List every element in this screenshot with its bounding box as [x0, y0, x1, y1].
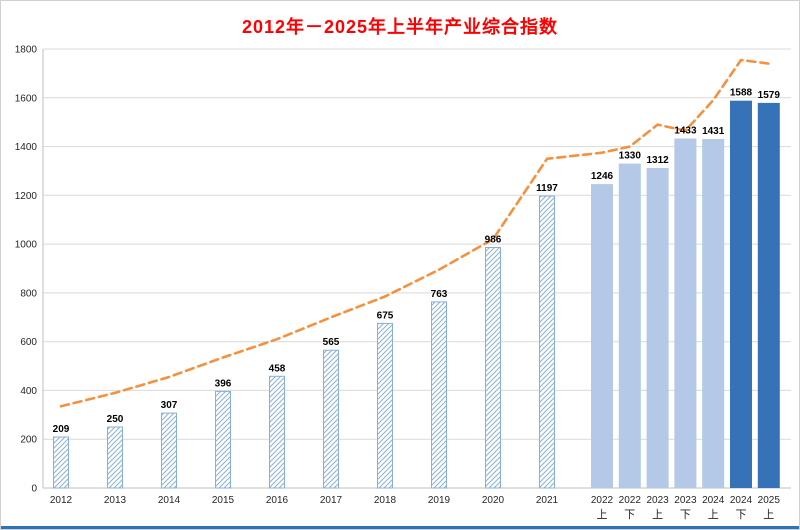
bar-value-label: 675 — [377, 310, 394, 321]
bar-value-label: 565 — [323, 337, 340, 348]
bar-value-label: 1433 — [674, 126, 697, 137]
bar-value-label: 307 — [161, 400, 178, 411]
bar-2018 — [377, 322, 393, 489]
x-axis-tick-label: 2020 — [482, 495, 505, 506]
bar-2024上 — [702, 139, 725, 488]
bar-2024下 — [730, 100, 752, 488]
x-axis-tick-label: 2015 — [212, 495, 235, 506]
y-axis-tick-label: 1400 — [15, 142, 38, 153]
x-axis-tick-label: 2017 — [320, 495, 343, 506]
y-axis-tick-label: 400 — [20, 386, 37, 397]
bar-value-label: 1312 — [646, 155, 669, 166]
bar-2013 — [107, 426, 123, 489]
trend-line-layer — [59, 58, 771, 408]
bar-value-label: 1588 — [730, 88, 753, 99]
bar-value-label: 458 — [269, 363, 286, 374]
y-axis-tick-label: 0 — [31, 484, 37, 495]
bar-value-label: 396 — [215, 378, 232, 389]
x-axis-half-label: 上 — [652, 508, 663, 521]
bar-2016 — [269, 375, 285, 489]
grid-layer: 0 200 400 600 800 1000 1200 1400 1600 1800 — [15, 45, 791, 495]
x-axis-tick-label: 2013 — [104, 495, 127, 506]
chart-title: 2012年－2025年上半年产业综合指数 — [241, 17, 559, 37]
bar-2019 — [431, 301, 447, 489]
bar-value-label: 986 — [485, 235, 502, 246]
bar-2014 — [161, 412, 177, 489]
y-axis-tick-label: 1200 — [15, 191, 38, 202]
bar-2023上 — [646, 168, 669, 488]
bar-value-label: 763 — [431, 289, 448, 300]
bar-value-label: 1246 — [591, 171, 614, 182]
bar-value-label: 1579 — [758, 90, 781, 101]
trend-line — [59, 58, 771, 408]
y-axis-tick-label: 1000 — [15, 240, 38, 251]
bar-2023下 — [674, 138, 697, 488]
bar-value-label: 209 — [53, 424, 70, 435]
x-axis-tick-label: 2014 — [158, 495, 181, 506]
bottom-divider-strip — [1, 526, 799, 529]
bar-value-label: 1330 — [619, 151, 642, 162]
x-axis-tick-label: 2012 — [50, 495, 73, 506]
x-axis-tick-label: 2022 — [591, 495, 614, 506]
bar-2015 — [215, 390, 231, 489]
x-axis-tick-label: 2024 — [702, 495, 725, 506]
x-axis-half-label: 下 — [736, 509, 747, 521]
bar-2017 — [323, 349, 339, 489]
x-axis-half-label: 下 — [624, 509, 635, 521]
bar-2022上 — [591, 184, 613, 488]
x-axis-tick-label: 2022 — [619, 495, 642, 506]
y-axis-tick-label: 800 — [20, 288, 37, 299]
x-axis-tick-label: 2021 — [536, 495, 559, 506]
bar-2025上 — [757, 102, 780, 489]
bar-2022下 — [618, 163, 641, 488]
x-axis-tick-label: 2024 — [730, 495, 753, 506]
y-axis-tick-label: 600 — [20, 337, 37, 348]
bar-2021 — [539, 195, 555, 489]
bar-value-label: 250 — [107, 414, 124, 425]
x-axis-half-label: 上 — [597, 508, 608, 521]
y-axis-tick-label: 200 — [20, 435, 37, 446]
x-axis-half-label: 下 — [680, 509, 691, 521]
y-axis-tick-label: 1600 — [15, 93, 38, 104]
x-axis-tick-label: 2018 — [374, 495, 397, 506]
x-axis-half-label: 上 — [763, 508, 774, 521]
bar-layer — [53, 100, 780, 489]
x-axis-tick-label: 2023 — [674, 495, 697, 506]
label-layer: 209 2012 250 2013 307 2014 396 2015 458 2016 565 20… — [50, 88, 780, 521]
bar-2020 — [485, 247, 501, 489]
x-axis-tick-label: 2016 — [266, 495, 289, 506]
bar-value-label: 1431 — [702, 126, 725, 137]
x-axis-half-label: 上 — [708, 508, 719, 521]
bar-value-label: 1197 — [536, 183, 558, 194]
x-axis-tick-label: 2019 — [428, 495, 451, 506]
y-axis-tick-label: 1800 — [15, 45, 38, 56]
x-axis-tick-label: 2023 — [646, 495, 669, 506]
bar-2012 — [53, 436, 69, 489]
x-axis-tick-label: 2025 — [758, 495, 781, 506]
